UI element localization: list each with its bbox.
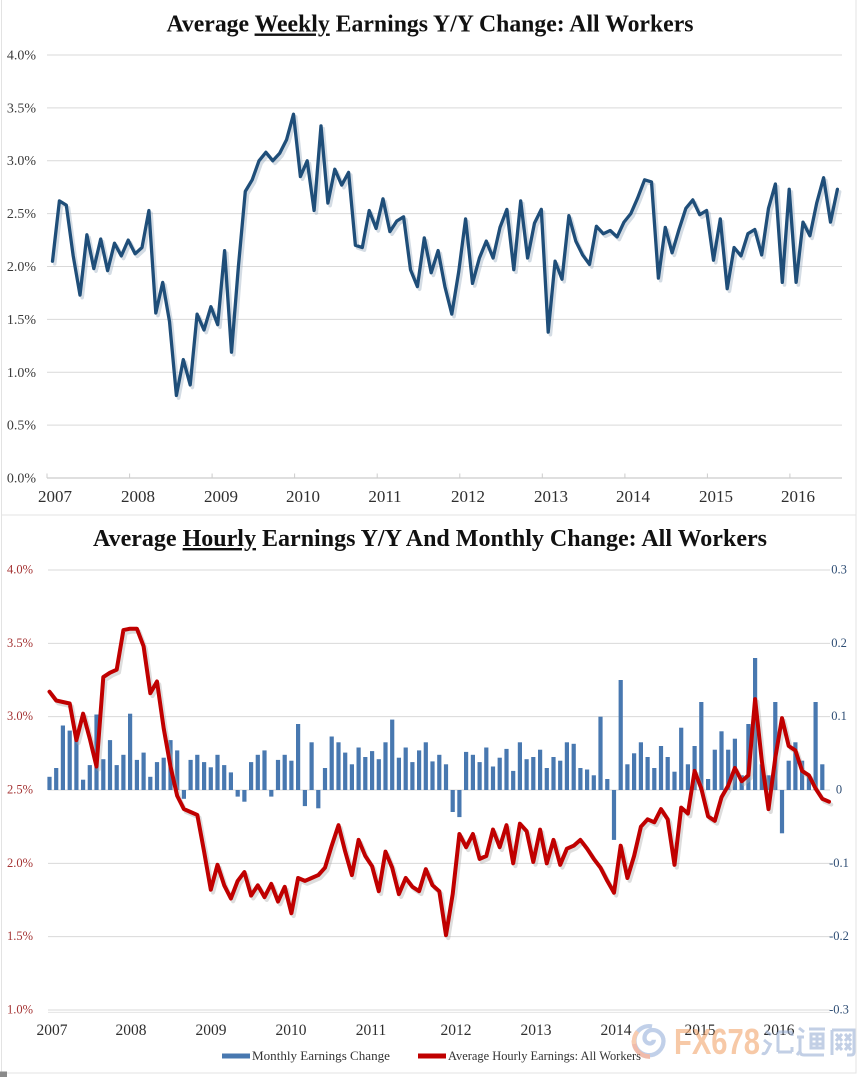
svg-text:0.2: 0.2 (831, 636, 847, 650)
svg-text:2012: 2012 (441, 1022, 472, 1039)
svg-text:Monthly Earnings Change: Monthly Earnings Change (252, 1048, 390, 1063)
svg-text:2015: 2015 (699, 487, 733, 506)
svg-text:2011: 2011 (356, 1022, 386, 1039)
svg-text:2.5%: 2.5% (7, 207, 37, 222)
svg-text:-0.1: -0.1 (829, 856, 849, 870)
svg-text:2008: 2008 (116, 1022, 147, 1039)
svg-text:2012: 2012 (451, 487, 485, 506)
svg-text:Average Hourly Earnings Y/Y An: Average Hourly Earnings Y/Y And Monthly … (93, 526, 767, 552)
svg-text:4.0%: 4.0% (7, 49, 37, 64)
svg-text:0.5%: 0.5% (7, 419, 37, 434)
svg-text:3.5%: 3.5% (7, 636, 33, 650)
svg-text:2013: 2013 (534, 487, 568, 506)
svg-text:0.3: 0.3 (831, 563, 847, 577)
svg-text:2015: 2015 (685, 1022, 716, 1039)
svg-text:2007: 2007 (37, 1022, 68, 1039)
svg-text:2.0%: 2.0% (7, 856, 33, 870)
svg-text:3.0%: 3.0% (7, 709, 33, 723)
svg-text:-0.3: -0.3 (829, 1003, 849, 1017)
svg-text:2013: 2013 (521, 1022, 552, 1039)
svg-text:-0.2: -0.2 (829, 929, 849, 943)
svg-text:2010: 2010 (286, 487, 320, 506)
svg-text:2014: 2014 (616, 487, 651, 506)
svg-text:4.0%: 4.0% (7, 563, 33, 577)
svg-text:0.0%: 0.0% (7, 472, 37, 487)
svg-text:2011: 2011 (368, 487, 401, 506)
svg-text:2009: 2009 (196, 1022, 227, 1039)
svg-text:Average Weekly Earnings Y/Y Ch: Average Weekly Earnings Y/Y Change: All … (167, 12, 694, 38)
svg-text:2.0%: 2.0% (7, 260, 37, 275)
svg-text:0: 0 (836, 783, 842, 797)
svg-text:FX678: FX678 (674, 1021, 760, 1062)
svg-text:0.1: 0.1 (831, 709, 847, 723)
svg-text:3.0%: 3.0% (7, 154, 37, 169)
svg-text:2008: 2008 (121, 487, 155, 506)
svg-text:2.5%: 2.5% (7, 783, 33, 797)
svg-text:Average Hourly Earnings: All W: Average Hourly Earnings: All Workers (448, 1048, 641, 1063)
svg-text:2010: 2010 (276, 1022, 307, 1039)
svg-text:2009: 2009 (204, 487, 238, 506)
svg-text:2007: 2007 (38, 487, 73, 506)
svg-text:1.5%: 1.5% (7, 929, 33, 943)
svg-text:1.5%: 1.5% (7, 313, 37, 328)
svg-text:1.0%: 1.0% (7, 1003, 33, 1017)
svg-text:2016: 2016 (781, 487, 815, 506)
svg-text:1.0%: 1.0% (7, 366, 37, 381)
svg-text:3.5%: 3.5% (7, 101, 37, 116)
svg-text:2014: 2014 (601, 1022, 632, 1039)
